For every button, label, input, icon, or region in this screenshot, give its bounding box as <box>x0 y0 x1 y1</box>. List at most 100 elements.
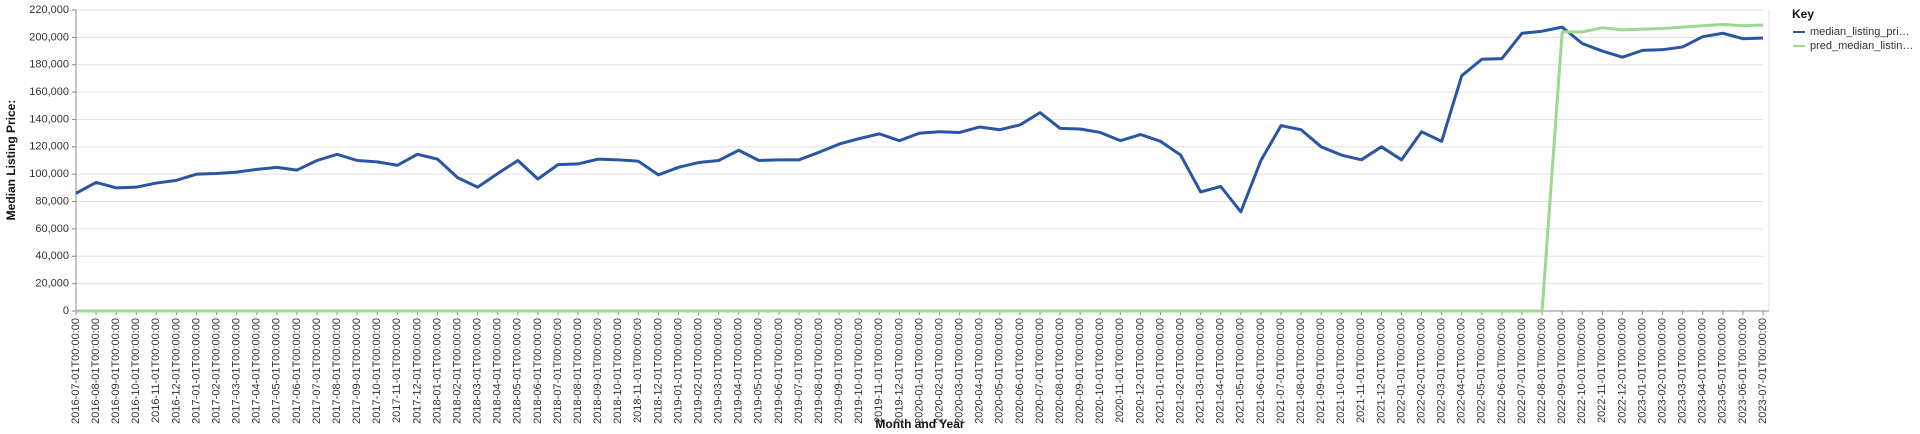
x-tick-label: 2019-12-01T00:00:00 <box>893 318 905 424</box>
x-tick-label: 2020-09-01T00:00:00 <box>1074 318 1086 424</box>
x-tick-label: 2018-06-01T00:00:00 <box>532 318 544 424</box>
x-tick-label: 2016-08-01T00:00:00 <box>90 318 102 424</box>
x-tick-label: 2022-03-01T00:00:00 <box>1436 318 1448 424</box>
x-tick-label: 2020-07-01T00:00:00 <box>1034 318 1046 424</box>
y-tick-label: 60,000 <box>35 223 69 235</box>
x-tick-label: 2022-04-01T00:00:00 <box>1456 318 1468 424</box>
x-tick-label: 2021-04-01T00:00:00 <box>1215 318 1227 424</box>
y-tick-label: 200,000 <box>29 31 69 43</box>
x-tick-label: 2022-12-01T00:00:00 <box>1616 318 1628 424</box>
x-axis-title: Month and Year <box>875 417 964 431</box>
series-line <box>75 25 1764 214</box>
x-tick-label: 2017-10-01T00:00:00 <box>371 318 383 424</box>
x-tick-label: 2018-04-01T00:00:00 <box>492 318 504 424</box>
x-tick-label: 2019-01-01T00:00:00 <box>672 318 684 424</box>
x-tick-label: 2020-11-01T00:00:00 <box>1114 318 1126 423</box>
x-tick-label: 2021-01-01T00:00:00 <box>1154 318 1166 424</box>
x-tick-label: 2019-04-01T00:00:00 <box>733 318 745 424</box>
x-tick-label: 2016-12-01T00:00:00 <box>170 318 182 424</box>
x-tick-label: 2019-06-01T00:00:00 <box>773 318 785 424</box>
y-tick-label: 220,000 <box>29 4 69 16</box>
x-tick-label: 2020-01-01T00:00:00 <box>913 318 925 424</box>
legend-title: Key <box>1792 7 1814 21</box>
x-tick-label: 2023-01-01T00:00:00 <box>1636 318 1648 424</box>
x-tick-label: 2016-07-01T00:00:00 <box>70 318 82 424</box>
x-tick-label: 2018-05-01T00:00:00 <box>512 318 524 424</box>
legend-label: pred_median_listin… <box>1810 40 1913 52</box>
x-tick-label: 2021-03-01T00:00:00 <box>1195 318 1207 424</box>
x-tick-label: 2020-12-01T00:00:00 <box>1134 318 1146 424</box>
x-tick-label: 2020-04-01T00:00:00 <box>974 318 986 424</box>
x-tick-label: 2017-08-01T00:00:00 <box>331 318 343 424</box>
x-tick-label: 2017-11-01T00:00:00 <box>391 318 403 423</box>
x-tick-label: 2018-07-01T00:00:00 <box>552 318 564 424</box>
x-tick-label: 2020-08-01T00:00:00 <box>1054 318 1066 424</box>
x-tick-label: 2020-05-01T00:00:00 <box>994 318 1006 424</box>
x-tick-label: 2019-09-01T00:00:00 <box>833 318 845 424</box>
x-tick-label: 2023-06-01T00:00:00 <box>1737 318 1749 424</box>
x-tick-label: 2017-06-01T00:00:00 <box>291 318 303 424</box>
x-tick-label: 2018-10-01T00:00:00 <box>612 318 624 424</box>
x-tick-label: 2022-01-01T00:00:00 <box>1395 318 1407 424</box>
x-tick-label: 2019-08-01T00:00:00 <box>813 318 825 424</box>
x-tick-label: 2019-05-01T00:00:00 <box>753 318 765 424</box>
x-tick-label: 2022-11-01T00:00:00 <box>1596 318 1608 423</box>
x-tick-label: 2021-11-01T00:00:00 <box>1355 318 1367 423</box>
y-tick-label: 80,000 <box>35 195 69 207</box>
x-tick-label: 2023-05-01T00:00:00 <box>1717 318 1729 424</box>
x-tick-label: 2022-02-01T00:00:00 <box>1415 318 1427 424</box>
x-tick-label: 2023-02-01T00:00:00 <box>1656 318 1668 424</box>
y-tick-label: 160,000 <box>29 86 69 98</box>
y-tick-label: 20,000 <box>35 278 69 290</box>
x-tick-label: 2021-02-01T00:00:00 <box>1174 318 1186 424</box>
x-tick-label: 2017-03-01T00:00:00 <box>231 318 243 424</box>
y-tick-label: 140,000 <box>29 113 69 125</box>
y-tick-label: 120,000 <box>29 141 69 153</box>
x-tick-label: 2017-04-01T00:00:00 <box>251 318 263 424</box>
x-tick-label: 2018-03-01T00:00:00 <box>472 318 484 424</box>
x-tick-label: 2017-12-01T00:00:00 <box>411 318 423 424</box>
x-tick-label: 2018-12-01T00:00:00 <box>652 318 664 424</box>
x-tick-label: 2020-03-01T00:00:00 <box>954 318 966 424</box>
y-tick-label: 40,000 <box>35 250 69 262</box>
x-tick-label: 2017-01-01T00:00:00 <box>190 318 202 424</box>
x-tick-label: 2020-10-01T00:00:00 <box>1094 318 1106 424</box>
y-tick-label: 0 <box>63 305 69 317</box>
x-tick-label: 2016-11-01T00:00:00 <box>150 318 162 423</box>
x-tick-label: 2019-07-01T00:00:00 <box>793 318 805 424</box>
x-tick-label: 2023-04-01T00:00:00 <box>1697 318 1709 424</box>
x-tick-label: 2019-11-01T00:00:00 <box>873 318 885 423</box>
y-axis-title: Median Listing Price: <box>4 100 18 221</box>
x-tick-label: 2017-02-01T00:00:00 <box>210 318 222 424</box>
x-tick-label: 2020-06-01T00:00:00 <box>1014 318 1026 424</box>
series-line <box>76 22 1764 313</box>
x-tick-label: 2018-01-01T00:00:00 <box>431 318 443 424</box>
y-tick-label: 100,000 <box>29 168 69 180</box>
x-tick-label: 2016-10-01T00:00:00 <box>130 318 142 424</box>
x-tick-label: 2017-07-01T00:00:00 <box>311 318 323 424</box>
x-tick-label: 2021-05-01T00:00:00 <box>1235 318 1247 424</box>
x-tick-label: 2017-05-01T00:00:00 <box>271 318 283 424</box>
x-tick-label: 2019-10-01T00:00:00 <box>853 318 865 424</box>
x-tick-label: 2023-07-01T00:00:00 <box>1757 318 1769 424</box>
x-tick-label: 2018-02-01T00:00:00 <box>451 318 463 424</box>
x-tick-label: 2018-11-01T00:00:00 <box>632 318 644 423</box>
x-tick-label: 2022-09-01T00:00:00 <box>1556 318 1568 424</box>
x-tick-label: 2020-02-01T00:00:00 <box>933 318 945 424</box>
legend-label: median_listing_pri… <box>1810 26 1910 38</box>
x-tick-label: 2016-09-01T00:00:00 <box>110 318 122 424</box>
x-tick-label: 2018-08-01T00:00:00 <box>572 318 584 424</box>
y-tick-label: 180,000 <box>29 59 69 71</box>
x-tick-label: 2021-09-01T00:00:00 <box>1315 318 1327 424</box>
x-tick-label: 2022-06-01T00:00:00 <box>1496 318 1508 424</box>
x-tick-label: 2022-05-01T00:00:00 <box>1476 318 1488 424</box>
x-tick-label: 2021-12-01T00:00:00 <box>1375 318 1387 424</box>
x-tick-label: 2022-10-01T00:00:00 <box>1576 318 1588 424</box>
x-tick-label: 2022-07-01T00:00:00 <box>1516 318 1528 424</box>
x-tick-label: 2018-09-01T00:00:00 <box>592 318 604 424</box>
x-tick-label: 2022-08-01T00:00:00 <box>1536 318 1548 424</box>
x-tick-label: 2019-03-01T00:00:00 <box>713 318 725 424</box>
x-tick-label: 2021-07-01T00:00:00 <box>1275 318 1287 424</box>
x-tick-label: 2017-09-01T00:00:00 <box>351 318 363 424</box>
x-tick-label: 2021-10-01T00:00:00 <box>1335 318 1347 424</box>
